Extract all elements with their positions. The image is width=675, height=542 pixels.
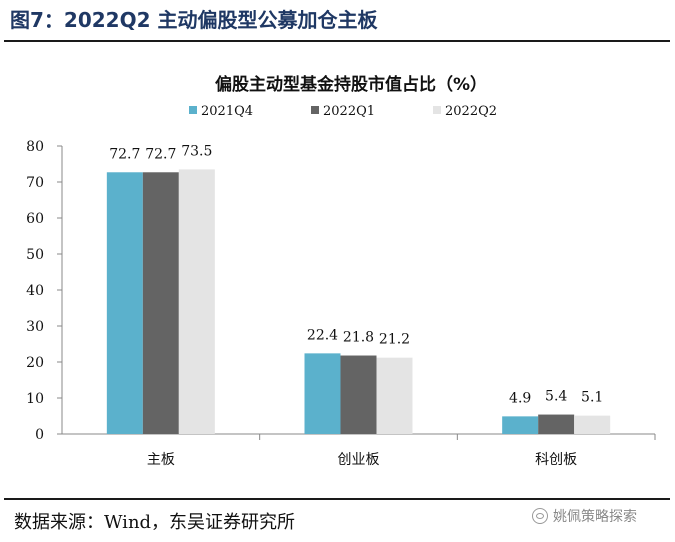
chart-title: 偏股主动型基金持股市值占比（%） — [215, 74, 487, 95]
bar — [538, 414, 575, 434]
data-label: 22.4 — [307, 327, 338, 343]
y-tick-label: 70 — [26, 175, 44, 191]
y-tick-label: 0 — [35, 427, 44, 443]
y-tick-label: 60 — [26, 211, 44, 227]
bar — [574, 415, 611, 434]
top-rule — [4, 40, 670, 42]
legend-label: 2022Q1 — [323, 104, 375, 119]
y-tick-label: 30 — [26, 319, 44, 335]
bar — [502, 416, 539, 434]
y-tick-label: 10 — [26, 391, 44, 407]
y-tick-label: 20 — [26, 355, 44, 371]
data-label: 5.4 — [545, 389, 567, 405]
wechat-icon — [532, 508, 548, 524]
data-label: 72.7 — [109, 146, 140, 162]
plot-area: 0 10 20 30 40 50 60 70 80 主板 72.7 72.7 73.5 创业板 22.4 21… — [26, 139, 656, 468]
watermark: 姚佩策略探索 — [532, 505, 637, 527]
y-tick-label: 80 — [26, 139, 44, 155]
bar — [106, 172, 143, 434]
source-note: 数据来源：Wind，东吴证券研究所 — [14, 512, 296, 533]
data-label: 5.1 — [581, 390, 603, 406]
bottom-rule — [4, 498, 670, 500]
chart: 偏股主动型基金持股市值占比（%） 2021Q4 2022Q1 2022Q2 0 10 2… — [26, 74, 656, 468]
figure-title: 图7：2022Q2 主动偏股型公募加仓主板 — [10, 8, 378, 32]
data-label: 73.5 — [181, 143, 212, 159]
bar — [178, 169, 215, 434]
bar — [340, 355, 377, 434]
data-label: 21.2 — [379, 332, 410, 348]
x-tick-label: 主板 — [147, 452, 175, 468]
legend-swatch — [311, 106, 319, 114]
legend-swatch — [433, 106, 441, 114]
data-label: 72.7 — [145, 146, 176, 162]
legend-swatch — [189, 106, 197, 114]
bar — [376, 357, 413, 434]
bar — [142, 172, 179, 434]
legend-label: 2022Q2 — [445, 104, 497, 119]
x-tick-label: 创业板 — [338, 452, 380, 468]
bar — [304, 353, 341, 434]
legend-label: 2021Q4 — [201, 104, 253, 119]
data-label: 4.9 — [509, 390, 531, 406]
legend: 2021Q4 2022Q1 2022Q2 — [189, 104, 497, 119]
y-tick-label: 50 — [26, 247, 44, 263]
x-tick-label: 科创板 — [535, 452, 577, 468]
data-label: 21.8 — [343, 330, 374, 346]
watermark-text: 姚佩策略探索 — [553, 509, 637, 525]
y-tick-label: 40 — [26, 283, 44, 299]
